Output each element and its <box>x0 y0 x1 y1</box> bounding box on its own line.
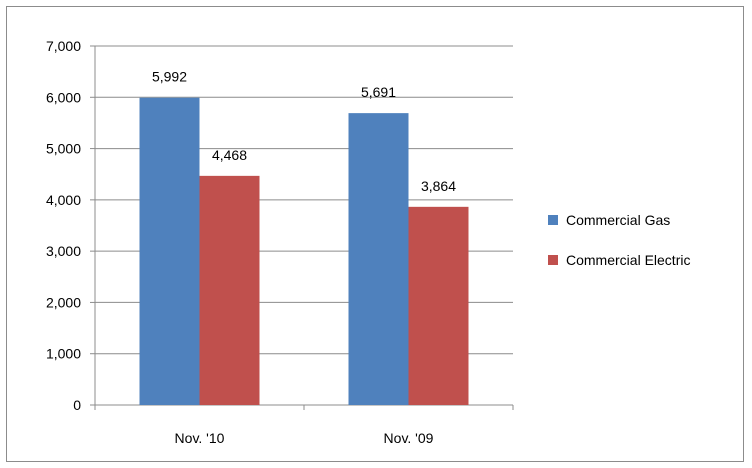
data-label: 5,992 <box>152 69 187 85</box>
y-tick-label: 4,000 <box>46 192 81 208</box>
category-label: Nov. '10 <box>175 430 225 446</box>
legend: Commercial Gas Commercial Electric <box>548 212 690 268</box>
y-tick-labels: 0 1,000 2,000 3,000 4,000 5,000 6,000 7,000 <box>46 38 81 413</box>
category-labels: Nov. '10 Nov. '09 <box>175 430 434 446</box>
data-labels: 5,992 4,468 5,691 3,864 <box>152 69 456 194</box>
legend-label: Commercial Gas <box>566 212 670 228</box>
y-tick-label: 0 <box>73 397 81 413</box>
y-tick-label: 6,000 <box>46 89 81 105</box>
data-label: 4,468 <box>212 147 247 163</box>
legend-label: Commercial Electric <box>566 252 690 268</box>
data-label: 5,691 <box>361 84 396 100</box>
y-tick-label: 2,000 <box>46 294 81 310</box>
bar-commercial-electric <box>408 206 469 405</box>
legend-swatch <box>548 255 558 265</box>
bar-commercial-gas <box>348 113 409 406</box>
data-label: 3,864 <box>421 178 456 194</box>
y-tick-label: 3,000 <box>46 243 81 259</box>
legend-swatch <box>548 215 558 225</box>
category-label: Nov. '09 <box>384 430 434 446</box>
y-tick-label: 5,000 <box>46 141 81 157</box>
y-tick-label: 7,000 <box>46 38 81 54</box>
bars <box>139 97 469 406</box>
bar-commercial-electric <box>199 175 260 405</box>
y-tick-label: 1,000 <box>46 346 81 362</box>
bar-commercial-gas <box>139 97 200 406</box>
